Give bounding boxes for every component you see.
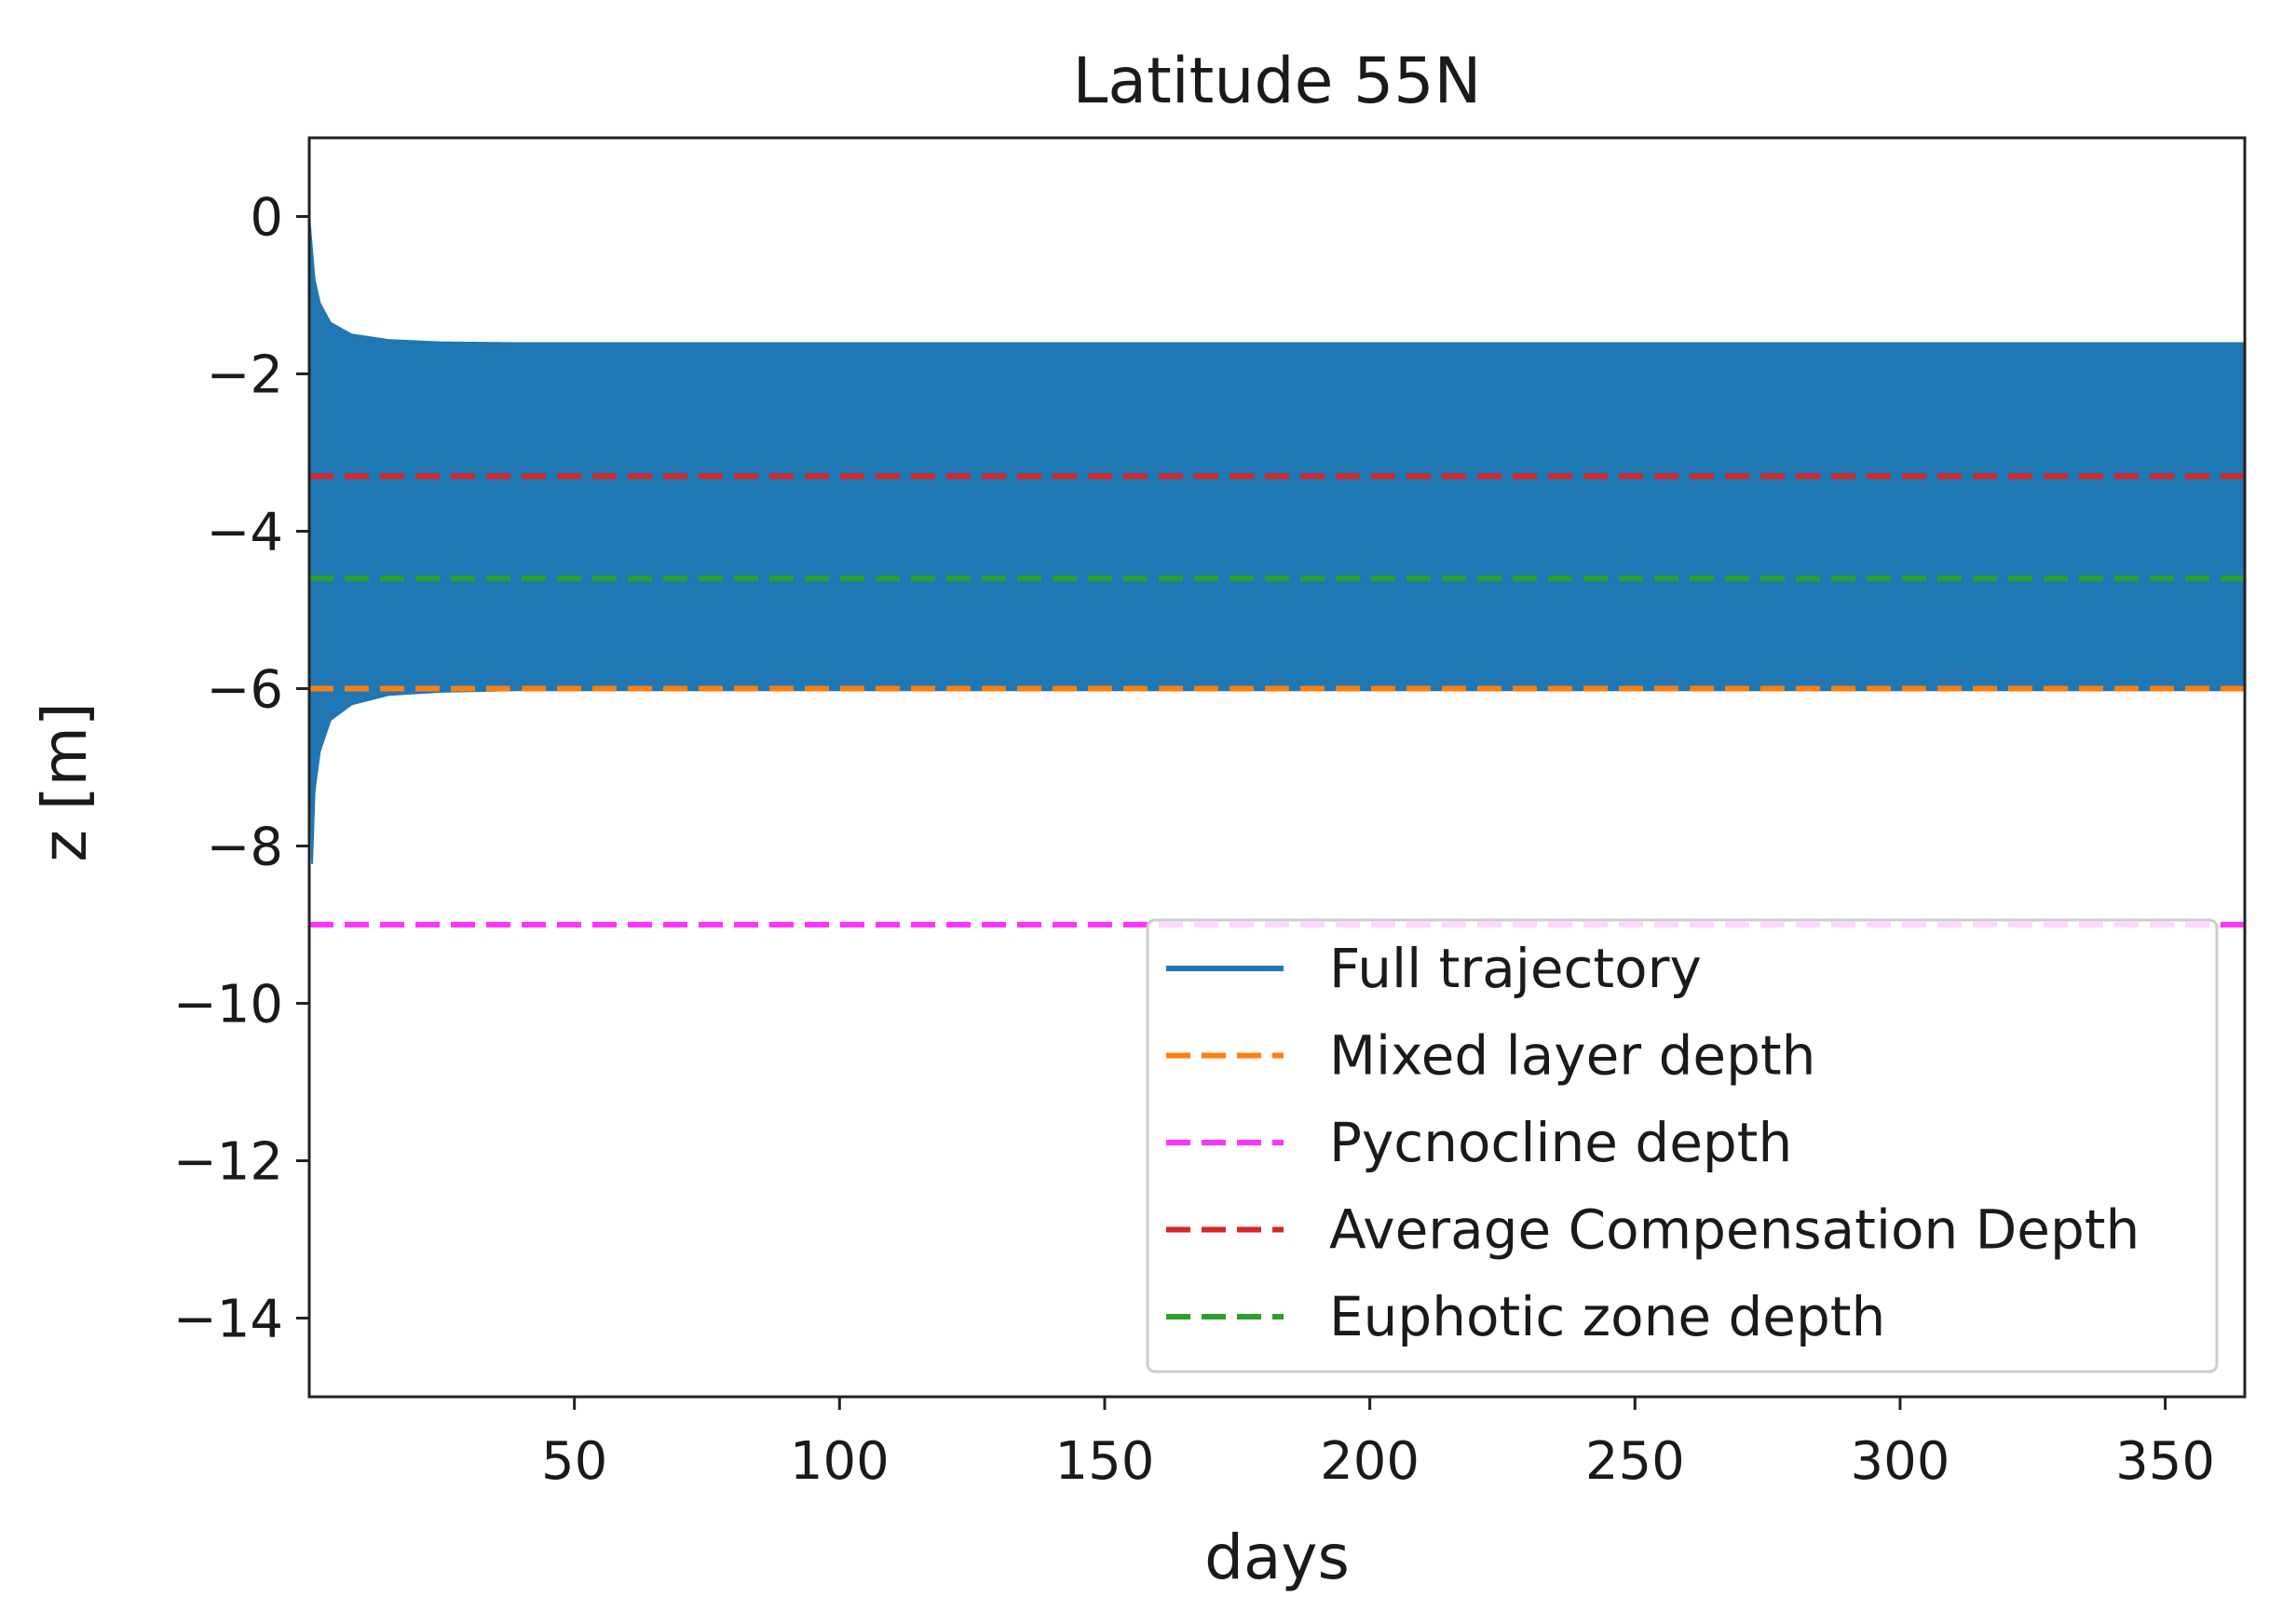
x-tick-label: 300 [1850, 1431, 1950, 1492]
legend-box [1146, 918, 2219, 1374]
y-tick-label: −14 [173, 1290, 283, 1350]
legend-label-mixed-layer-depth: Mixed layer depth [1329, 1024, 1815, 1088]
y-tick-label: 0 [250, 188, 283, 249]
legend-label-average-compensation-depth: Average Compensation Depth [1329, 1198, 2140, 1262]
legend: Full trajectory Mixed layer depth Pycnocli… [1146, 918, 2219, 1374]
plot-frame [307, 136, 2247, 1399]
x-tick-label: 50 [541, 1431, 607, 1492]
y-axis-label: z [m] [29, 702, 101, 861]
y-tick-label: −2 [206, 345, 283, 406]
y-tick-label: −4 [206, 503, 283, 563]
legend-label-pycnocline-depth: Pycnocline depth [1329, 1111, 1792, 1174]
axes: 50 100 150 200 250 300 350 0 −2 −4 −6 −8 −10 −12 −14 [173, 188, 2215, 1493]
y-tick-label: −12 [173, 1132, 283, 1193]
y-tick-label: −6 [206, 660, 283, 721]
legend-label-euphotic-zone-depth: Euphotic zone depth [1329, 1285, 1885, 1348]
y-tick-label: −10 [173, 975, 283, 1035]
x-axis-label: days [1204, 1522, 1350, 1593]
x-tick-label: 100 [790, 1431, 890, 1492]
x-tick-label: 350 [2115, 1431, 2215, 1492]
x-tick-label: 250 [1585, 1431, 1685, 1492]
chart-title: Latitude 55N [1073, 45, 1482, 118]
y-tick-label: −8 [206, 818, 283, 878]
x-tick-label: 150 [1055, 1431, 1155, 1492]
legend-label-full-trajectory: Full trajectory [1329, 937, 1702, 1000]
x-tick-label: 200 [1320, 1431, 1420, 1492]
